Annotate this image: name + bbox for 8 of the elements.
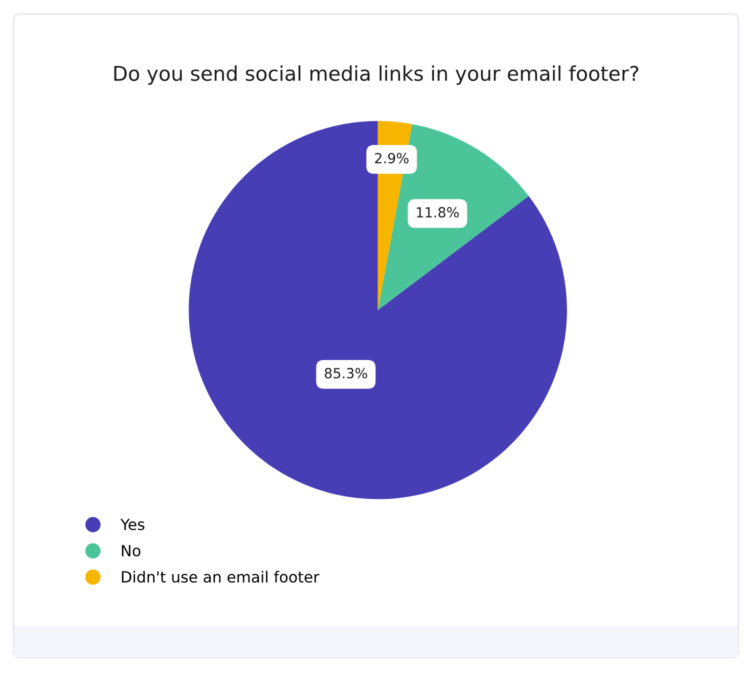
pie-slice	[188, 120, 567, 500]
legend-label: No	[122, 545, 140, 556]
data-label: 85.3%	[324, 368, 368, 378]
legend-label: Yes	[120, 518, 144, 530]
legend-label: Didn't use an email footer	[122, 570, 320, 583]
data-label: 2.9%	[375, 152, 409, 164]
chart-title: Do you send social media links in your email footer?	[114, 65, 638, 85]
data-label: 11.8%	[416, 207, 459, 218]
